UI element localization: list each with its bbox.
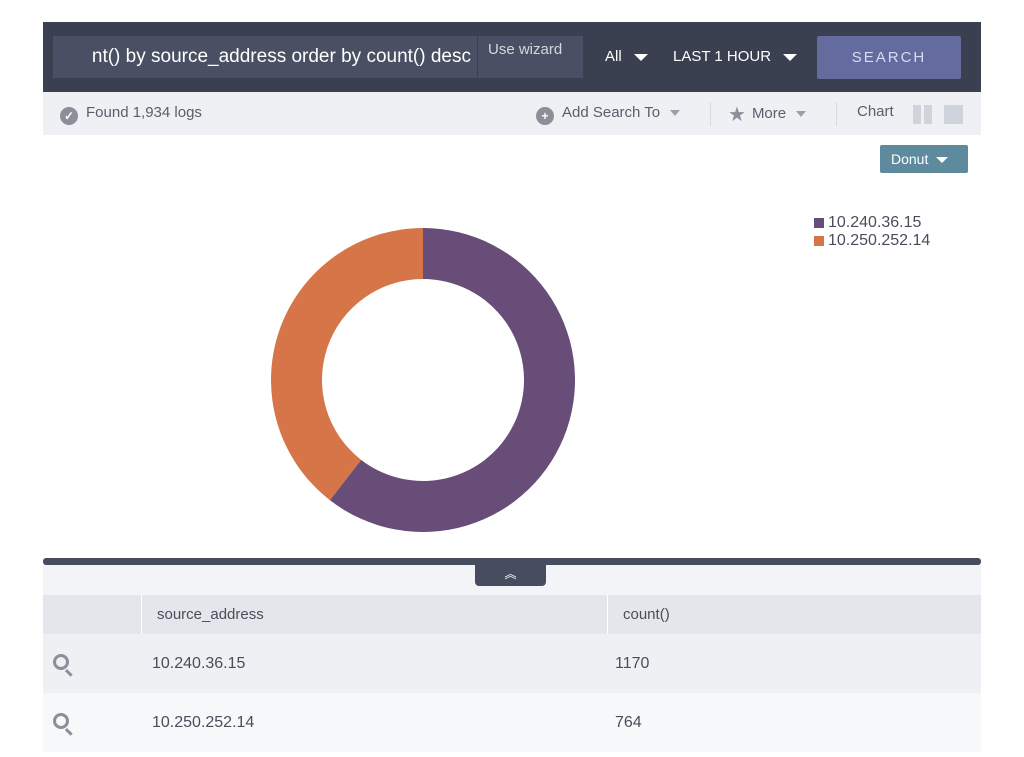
scope-label: All xyxy=(605,48,622,65)
column-header-count[interactable]: count() xyxy=(607,595,981,634)
donut-slice-10-240-36-15[interactable] xyxy=(329,228,575,532)
time-range-dropdown[interactable]: LAST 1 HOUR xyxy=(673,48,798,65)
chevron-down-icon xyxy=(670,110,681,117)
legend-item[interactable]: 10.240.36.15 xyxy=(814,214,930,232)
check-circle-icon: ✓ xyxy=(60,107,78,125)
legend-label: 10.250.252.14 xyxy=(828,232,931,249)
table-row[interactable]: 10.250.252.14 764 xyxy=(43,693,981,752)
add-search-to-menu[interactable]: + Add Search To xyxy=(536,104,681,125)
donut-slice-10-250-252-14[interactable] xyxy=(271,228,423,501)
toolbar-divider xyxy=(710,102,711,126)
chevron-down-icon xyxy=(783,53,798,61)
table-row[interactable]: 10.240.36.15 1170 xyxy=(43,634,981,693)
table-header: source_address count() xyxy=(43,595,981,634)
cell-count: 764 xyxy=(615,714,642,731)
star-icon: ★ xyxy=(728,104,746,126)
chevron-down-icon xyxy=(796,111,807,118)
scope-dropdown[interactable]: All xyxy=(605,48,648,65)
toolbar-divider xyxy=(836,102,837,126)
search-bar: nt() by source_address order by count() … xyxy=(43,22,981,92)
cell-source-address: 10.250.252.14 xyxy=(152,714,255,731)
use-wizard-button[interactable]: Use wizard xyxy=(477,36,583,78)
legend-label: 10.240.36.15 xyxy=(828,214,922,231)
results-toolbar: ✓ Found 1,934 logs + Add Search To ★ More C… xyxy=(43,92,981,135)
double-chevron-up-icon: ︽ xyxy=(504,567,517,581)
cell-source-address: 10.240.36.15 xyxy=(152,655,246,672)
add-search-to-label: Add Search To xyxy=(562,104,661,121)
search-button[interactable]: SEARCH xyxy=(817,36,961,79)
full-view-icon[interactable] xyxy=(944,105,963,124)
legend-swatch xyxy=(814,236,824,246)
found-label: Found 1,934 logs xyxy=(86,104,202,121)
plus-circle-icon: + xyxy=(536,107,554,125)
column-header-source-address[interactable]: source_address xyxy=(141,595,607,634)
legend-item[interactable]: 10.250.252.14 xyxy=(814,232,930,250)
chevron-down-icon xyxy=(936,157,949,164)
cell-count: 1170 xyxy=(615,655,650,672)
chart-type-dropdown[interactable]: Donut xyxy=(880,145,968,173)
chart-view-label: Chart xyxy=(857,103,894,120)
time-range-label: LAST 1 HOUR xyxy=(673,48,772,65)
results-table: source_address count() 10.240.36.15 1170… xyxy=(43,595,981,752)
found-count: ✓ Found 1,934 logs xyxy=(60,104,202,125)
splitter-handle[interactable]: ︽ xyxy=(475,563,546,586)
legend-swatch xyxy=(814,218,824,228)
query-input[interactable]: nt() by source_address order by count() … xyxy=(53,36,477,78)
chart-type-label: Donut xyxy=(891,151,929,167)
chart-legend: 10.240.36.15 10.250.252.14 xyxy=(814,214,930,250)
magnifier-icon[interactable] xyxy=(53,713,69,729)
pane-splitter[interactable] xyxy=(43,558,981,565)
chevron-down-icon xyxy=(633,53,648,61)
more-label: More xyxy=(751,105,787,122)
magnifier-icon[interactable] xyxy=(53,654,69,670)
split-view-icon[interactable] xyxy=(913,105,932,124)
more-menu[interactable]: ★ More xyxy=(728,102,807,127)
